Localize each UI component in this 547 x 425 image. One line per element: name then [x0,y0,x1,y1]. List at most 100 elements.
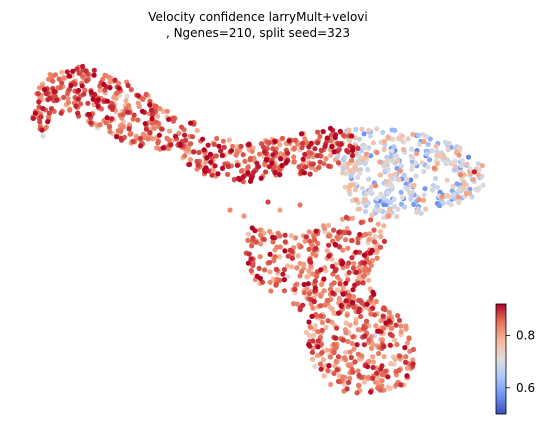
scatter-point [366,237,372,243]
scatter-point [226,137,232,143]
scatter-point [82,87,88,93]
scatter-point [301,170,308,176]
scatter-point [380,313,386,319]
scatter-point [340,170,346,176]
scatter-point [360,326,367,332]
scatter-point [354,390,360,396]
scatter-point [59,69,65,75]
scatter-point [389,158,395,164]
scatter-point [375,221,381,227]
scatter-point [130,116,136,122]
scatter-point [182,153,188,159]
scatter-point [182,132,188,138]
scatter-point [76,70,82,76]
scatter-point [177,141,183,147]
scatter-point [235,175,242,181]
scatter-point [195,162,201,168]
scatter-point [214,135,220,142]
scatter-point [155,113,161,119]
scatter-point [467,170,473,176]
scatter-point [130,138,136,144]
scatter-point [421,192,427,198]
scatter-point [348,168,354,174]
scatter-point [310,271,316,277]
scatter-point [64,69,70,75]
scatter-point [346,260,352,266]
scatter-point [446,140,452,146]
scatter-point [429,187,435,193]
scatter-point [57,85,63,91]
scatter-point [304,274,310,280]
scatter-point [385,384,391,390]
scatter-point [140,96,146,102]
scatter-point [310,356,316,362]
scatter-point [289,264,295,270]
scatter-point [370,305,376,311]
scatter-point [67,107,73,113]
scatter-point [403,324,409,330]
scatter-point [102,72,108,78]
scatter-point [361,252,367,258]
scatter-point [267,269,273,275]
scatter-point [303,329,309,336]
scatter-point [272,170,278,176]
scatter-point [46,110,53,116]
scatter-point [116,85,122,91]
scatter-point [225,171,231,177]
scatter-point [386,213,392,219]
scatter-point [300,140,306,146]
scatter-point [68,82,74,89]
scatter-point [65,96,71,102]
scatter-point [405,136,411,142]
scatter-point [249,148,255,154]
scatter-point [319,281,325,288]
scatter-point [295,253,301,259]
scatter-point [270,234,276,241]
scatter-point [340,285,346,291]
scatter-point [211,141,217,147]
scatter-point [342,184,348,190]
scatter-point [372,379,379,385]
scatter-point [394,154,400,160]
scatter-point [276,254,283,260]
scatter-point [366,337,372,343]
scatter-point [413,160,419,166]
scatter-point [36,99,42,105]
scatter-point [249,243,255,249]
scatter-point [46,76,52,82]
scatter-point [296,164,302,170]
scatter-point [258,175,264,181]
scatter-point [307,238,313,244]
scatter-point [183,137,189,143]
scatter-point [238,168,245,174]
scatter-point [277,277,283,283]
scatter-point [45,119,51,125]
scatter-point [370,140,376,146]
scatter-point [308,150,314,156]
scatter-point [306,268,312,274]
scatter-point [356,383,362,389]
scatter-point [388,184,394,190]
scatter-point [343,280,349,286]
scatter-point [351,346,357,352]
scatter-point [392,127,398,133]
scatter-point [266,140,272,146]
scatter-point [355,240,361,246]
scatter-point [381,343,387,350]
scatter-point [337,128,343,134]
scatter-point [363,231,369,237]
scatter-point [368,250,374,256]
scatter-point [404,176,410,183]
scatter-point [355,158,361,164]
scatter-point [387,342,393,348]
scatter-point [359,185,365,191]
scatter-point [355,145,361,151]
scatter-point [308,140,314,146]
scatter-point [368,345,375,351]
scatter-point [432,175,439,181]
scatter-point [348,354,354,361]
scatter-point [194,127,200,133]
scatter-point [331,227,337,233]
scatter-point [346,138,353,144]
scatter-point [85,100,91,106]
